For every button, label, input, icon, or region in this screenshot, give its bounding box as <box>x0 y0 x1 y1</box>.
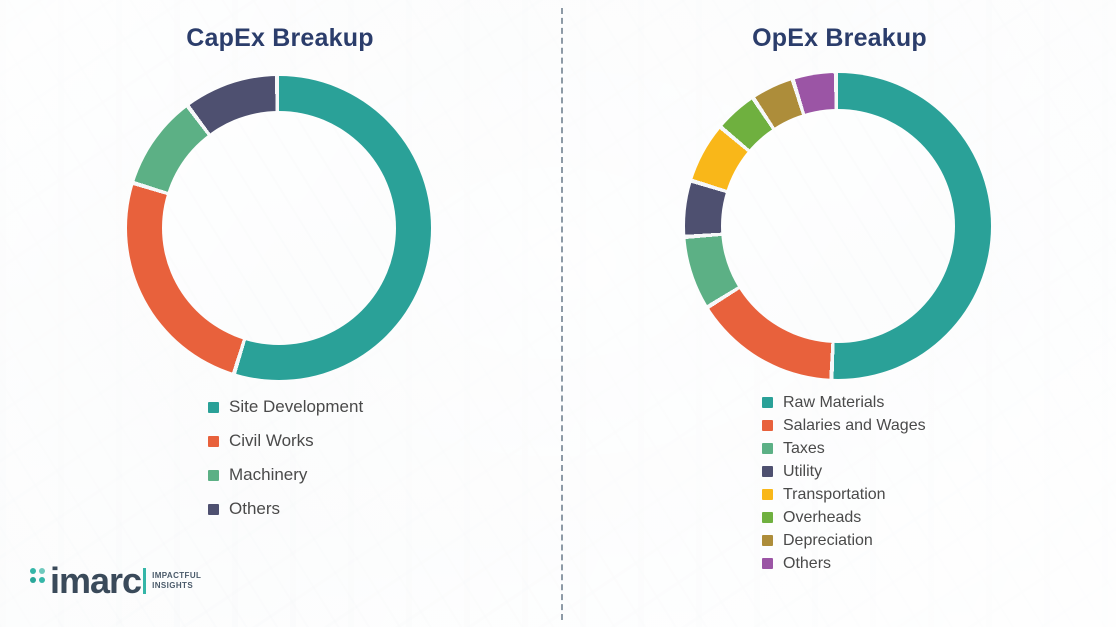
opex-legend-item[interactable]: Taxes <box>762 437 926 460</box>
legend-swatch-icon <box>208 503 219 515</box>
panel-divider <box>561 8 563 620</box>
legend-swatch-icon <box>762 512 773 523</box>
capex-legend-item[interactable]: Civil Works <box>208 424 363 458</box>
opex-legend-item[interactable]: Others <box>762 552 926 575</box>
capex-legend-item[interactable]: Machinery <box>208 458 363 492</box>
legend-swatch-icon <box>762 466 773 477</box>
logo-bar-icon <box>143 568 147 594</box>
legend-item-label: Others <box>783 554 832 572</box>
legend-swatch-icon <box>762 558 773 569</box>
opex-legend-item[interactable]: Transportation <box>762 483 926 506</box>
capex-panel: CapEx Breakup Site Development Civil Work… <box>127 24 431 526</box>
logo-dots-icon <box>30 568 47 594</box>
legend-item-label: Utility <box>783 462 823 480</box>
capex-legend: Site Development Civil Works Machinery Othe… <box>208 390 363 526</box>
legend-item-label: Salaries and Wages <box>783 416 926 434</box>
legend-item-label: Taxes <box>783 439 825 457</box>
legend-swatch-icon <box>762 489 773 500</box>
opex-chart-title: OpEx Breakup <box>752 24 927 52</box>
logo-tagline-line1: IMPACTFUL <box>152 571 202 580</box>
capex-donut-chart <box>127 76 431 380</box>
legend-item-label: Overheads <box>783 508 862 526</box>
opex-legend-item[interactable]: Overheads <box>762 506 926 529</box>
capex-chart-title: CapEx Breakup <box>186 24 374 52</box>
legend-swatch-icon <box>208 469 219 481</box>
legend-item-label: Raw Materials <box>783 393 885 411</box>
legend-item-label: Depreciation <box>783 531 873 549</box>
legend-swatch-icon <box>208 435 219 447</box>
opex-donut-hole <box>721 109 955 343</box>
opex-legend-item[interactable]: Utility <box>762 460 926 483</box>
legend-item-label: Civil Works <box>229 431 314 450</box>
legend-item-label: Transportation <box>783 485 886 503</box>
opex-legend-item[interactable]: Salaries and Wages <box>762 414 926 437</box>
logo-tagline-line2: INSIGHTS <box>152 581 194 590</box>
opex-panel: OpEx Breakup <box>563 0 1116 627</box>
opex-donut-chart <box>685 73 991 379</box>
legend-item-label: Site Development <box>229 397 364 416</box>
imarc-logo: imarc IMPACTFUL INSIGHTS <box>30 563 201 599</box>
opex-legend-item[interactable]: Depreciation <box>762 529 926 552</box>
logo-wordmark: imarc <box>50 560 142 601</box>
logo-tagline: IMPACTFUL INSIGHTS <box>152 571 201 591</box>
capex-legend-item[interactable]: Site Development <box>208 390 363 424</box>
legend-item-label: Others <box>229 499 281 518</box>
opex-legend-item[interactable]: Raw Materials <box>762 391 926 414</box>
legend-swatch-icon <box>762 443 773 454</box>
legend-swatch-icon <box>762 397 773 408</box>
opex-legend: Raw Materials Salaries and Wages Taxes Util… <box>762 391 926 575</box>
legend-item-label: Machinery <box>229 465 308 484</box>
legend-swatch-icon <box>762 420 773 431</box>
legend-swatch-icon <box>762 535 773 546</box>
capex-donut-hole <box>162 111 396 345</box>
legend-swatch-icon <box>208 401 219 413</box>
capex-legend-item[interactable]: Others <box>208 492 363 526</box>
